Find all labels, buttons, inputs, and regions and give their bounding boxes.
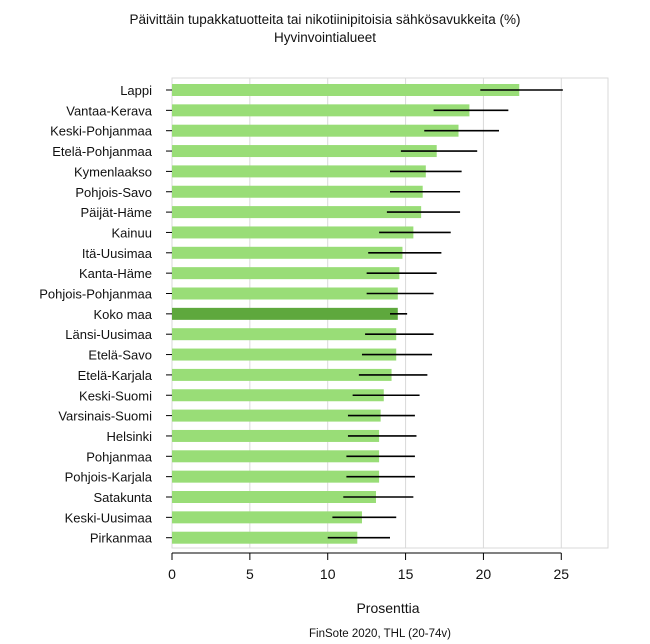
- category-labels: Lappi Vantaa-Kerava Keski-Pohjanmaa Etelä-P…: [39, 83, 172, 546]
- bar-4: [172, 165, 426, 178]
- bar-9: [172, 267, 400, 280]
- category-label: Päijät-Häme: [80, 205, 152, 220]
- category-label: Keski-Suomi: [79, 388, 152, 403]
- bar-20: [172, 491, 376, 503]
- category-label: Helsinki: [106, 429, 152, 444]
- category-label: Etelä-Pohjanmaa: [52, 144, 152, 159]
- bar-1: [172, 104, 470, 117]
- bar-2: [172, 124, 459, 137]
- bar-22: [172, 531, 358, 544]
- bar-19: [172, 470, 380, 483]
- bar-16: [172, 409, 381, 422]
- category-label: Kymenlaakso: [74, 164, 152, 179]
- category-label: Kanta-Häme: [79, 266, 152, 281]
- category-label: Pohjois-Savo: [75, 185, 152, 200]
- category-label: Keski-Uusimaa: [65, 510, 153, 525]
- bar-3: [172, 145, 437, 158]
- x-axis: 0 5 10 15 20 25: [168, 552, 569, 582]
- errorbar-layer: [327, 89, 563, 539]
- category-label: Etelä-Savo: [88, 348, 152, 363]
- category-label: Koko maa: [93, 307, 152, 322]
- category-label: Kainuu: [112, 225, 152, 240]
- x-tick-label: 10: [320, 566, 336, 582]
- chart-title: Päivittäin tupakkatuotteita tai nikotiin…: [129, 12, 521, 27]
- category-label: Pohjanmaa: [86, 449, 153, 464]
- x-tick-label: 15: [398, 566, 414, 582]
- bar-15: [172, 389, 384, 402]
- category-label: Itä-Uusimaa: [82, 246, 153, 261]
- x-axis-label: Prosenttia: [356, 600, 420, 616]
- x-tick-label: 25: [553, 566, 569, 582]
- bar-7: [172, 226, 414, 239]
- bar-10: [172, 287, 398, 300]
- bar-5: [172, 185, 423, 198]
- x-tick-label: 0: [168, 566, 176, 582]
- category-label: Satakunta: [93, 490, 152, 505]
- bar-8: [172, 246, 403, 259]
- bar-11: [172, 307, 398, 320]
- category-label: Etelä-Karjala: [78, 368, 153, 383]
- category-label: Pirkanmaa: [90, 531, 153, 546]
- bar-0: [172, 84, 520, 96]
- bar-layer: [172, 84, 520, 544]
- bar-21: [172, 511, 362, 524]
- bar-17: [172, 429, 380, 442]
- bar-12: [172, 328, 397, 341]
- category-label: Vantaa-Kerava: [66, 103, 153, 118]
- category-label: Pohjois-Karjala: [65, 470, 153, 485]
- bar-6: [172, 206, 422, 219]
- x-tick-label: 20: [476, 566, 492, 582]
- category-label: Lappi: [120, 83, 152, 98]
- bar-18: [172, 450, 380, 463]
- source-note: FinSote 2020, THL (20-74v): [309, 628, 451, 640]
- bar-13: [172, 348, 397, 361]
- category-label: Varsinais-Suomi: [58, 409, 152, 424]
- category-label: Pohjois-Pohjanmaa: [39, 287, 153, 302]
- bar-14: [172, 368, 392, 381]
- category-label: Länsi-Uusimaa: [65, 327, 152, 342]
- x-tick-label: 5: [246, 566, 254, 582]
- chart-subtitle: Hyvinvointialueet: [273, 30, 377, 45]
- category-label: Keski-Pohjanmaa: [50, 124, 153, 139]
